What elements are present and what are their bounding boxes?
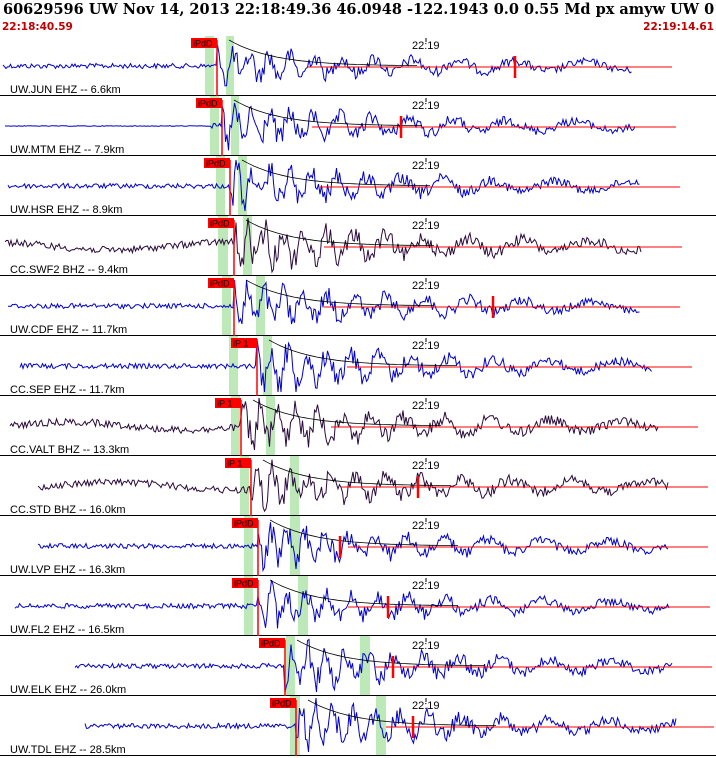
coda-curve-7 bbox=[252, 399, 441, 426]
pick-label-4: iPdD bbox=[210, 219, 230, 229]
analysis-window-4-1 bbox=[218, 216, 228, 276]
pick-box-12 bbox=[270, 698, 296, 708]
waveform-8 bbox=[37, 459, 669, 513]
waveform-9 bbox=[37, 522, 669, 573]
pick-label-9: iPdD bbox=[234, 519, 254, 529]
pick-box-2 bbox=[196, 98, 222, 108]
time-tick-label-8: 22:19 bbox=[412, 460, 440, 472]
pick-box-8 bbox=[225, 458, 251, 468]
analysis-window-4-2 bbox=[243, 216, 252, 276]
pick-box-3 bbox=[204, 158, 230, 168]
analysis-window-5-2 bbox=[256, 276, 265, 336]
time-tick-label-4: 22:19 bbox=[412, 220, 440, 232]
station-label-10: UW.FL2 EHZ -- 16.5km bbox=[10, 624, 124, 636]
station-label-11: UW.ELK EHZ -- 26.0km bbox=[10, 684, 126, 696]
station-label-12: UW.TDL EHZ -- 28.5km bbox=[10, 744, 126, 756]
coda-curve-3 bbox=[241, 159, 430, 186]
analysis-window-10-2 bbox=[298, 576, 308, 636]
pick-label-5: iPdD bbox=[210, 279, 230, 289]
waveform-2 bbox=[5, 102, 636, 151]
event-title: 60629596 UW Nov 14, 2013 22:18:49.36 46.… bbox=[3, 1, 716, 18]
pick-box-5 bbox=[208, 278, 234, 288]
analysis-window-5-1 bbox=[222, 276, 231, 336]
plot-header: 60629596 UW Nov 14, 2013 22:18:49.36 46.… bbox=[0, 0, 716, 36]
station-label-7: CC.VALT BHZ -- 13.3km bbox=[10, 444, 129, 456]
time-tick-label-9: 22:19 bbox=[412, 520, 440, 532]
end-time: 22:19:14.61 bbox=[643, 21, 714, 33]
time-tick-label-5: 22:19 bbox=[412, 280, 440, 292]
pick-label-6: iP 1 bbox=[233, 339, 248, 349]
pick-box-10 bbox=[232, 578, 258, 588]
waveform-6 bbox=[19, 339, 652, 393]
station-label-3: UW.HSR EHZ -- 8.9km bbox=[10, 204, 122, 216]
coda-curve-9 bbox=[269, 519, 458, 546]
analysis-window-6-2 bbox=[263, 336, 272, 396]
pick-box-4 bbox=[208, 218, 234, 228]
analysis-window-2-2 bbox=[231, 96, 239, 156]
pick-label-8: iP 1 bbox=[227, 459, 242, 469]
coda-curve-4 bbox=[245, 219, 434, 246]
station-label-5: UW.CDF EHZ -- 11.7km bbox=[10, 324, 127, 336]
analysis-window-8-1 bbox=[240, 456, 249, 516]
pick-label-3: iPdD bbox=[206, 159, 226, 169]
waveform-10 bbox=[14, 579, 670, 629]
pick-box-11 bbox=[259, 638, 285, 648]
coda-curve-6 bbox=[268, 339, 457, 366]
analysis-window-3-1 bbox=[216, 156, 225, 216]
pick-box-6 bbox=[231, 338, 257, 348]
analysis-window-2-1 bbox=[210, 96, 219, 156]
time-tick-label-1: 22:19 bbox=[412, 40, 440, 52]
coda-curve-11 bbox=[296, 639, 485, 666]
analysis-window-12-2 bbox=[376, 696, 386, 756]
analysis-window-11-2 bbox=[360, 636, 370, 696]
coda-curve-2 bbox=[233, 99, 422, 126]
waveform-4 bbox=[4, 217, 642, 274]
analysis-window-3-2 bbox=[238, 156, 247, 216]
coda-curve-8 bbox=[262, 459, 451, 486]
waveform-12 bbox=[84, 697, 677, 753]
waveform-7 bbox=[9, 397, 659, 451]
time-tick-label-2: 22:19 bbox=[412, 100, 440, 112]
time-tick-label-7: 22:19 bbox=[412, 400, 440, 412]
station-label-8: CC.STD BHZ -- 16.0km bbox=[10, 504, 126, 516]
station-label-2: UW.MTM EHZ -- 7.9km bbox=[10, 144, 124, 156]
time-tick-label-12: 22:19 bbox=[412, 700, 440, 712]
time-tick-label-3: 22:19 bbox=[412, 160, 440, 172]
coda-curve-12 bbox=[307, 699, 496, 726]
analysis-window-11-1 bbox=[286, 636, 295, 696]
coda-curve-5 bbox=[245, 279, 434, 306]
coda-curve-1 bbox=[228, 39, 417, 66]
coda-curve-10 bbox=[269, 579, 458, 606]
time-tick-label-10: 22:19 bbox=[412, 580, 440, 592]
waveform-11 bbox=[74, 638, 673, 693]
pick-box-9 bbox=[232, 518, 258, 528]
waveform-1 bbox=[2, 44, 632, 87]
station-label-4: CC.SWF2 BHZ -- 9.4km bbox=[10, 264, 128, 276]
station-label-9: UW.LVP EHZ -- 16.3km bbox=[10, 564, 125, 576]
waveform-5 bbox=[8, 280, 640, 325]
pick-label-2: iPdD bbox=[198, 99, 218, 109]
seismogram-plot: 22:19 iPdD UW.JUN EHZ -- 6.6km 22:19 iPdD UW.… bbox=[0, 36, 716, 756]
pick-label-10: iPdD bbox=[234, 579, 254, 589]
station-label-1: UW.JUN EHZ -- 6.6km bbox=[10, 84, 121, 96]
pick-label-11: iPdD bbox=[261, 639, 281, 649]
pick-label-12: iPdD bbox=[272, 699, 292, 709]
waveform-3 bbox=[7, 159, 640, 212]
analysis-window-8-2 bbox=[290, 456, 299, 516]
analysis-window-10-1 bbox=[244, 576, 253, 636]
pick-label-7: iP 1 bbox=[217, 399, 232, 409]
start-time: 22:18:40.59 bbox=[2, 21, 73, 33]
pick-box-1 bbox=[191, 38, 217, 48]
pick-label-1: iPdD bbox=[193, 39, 213, 49]
station-label-6: CC.SEP EHZ -- 11.7km bbox=[10, 384, 125, 396]
time-tick-label-11: 22:19 bbox=[412, 640, 440, 652]
analysis-window-9-2 bbox=[290, 516, 300, 576]
pick-box-7 bbox=[215, 398, 241, 408]
time-tick-label-6: 22:19 bbox=[412, 340, 440, 352]
